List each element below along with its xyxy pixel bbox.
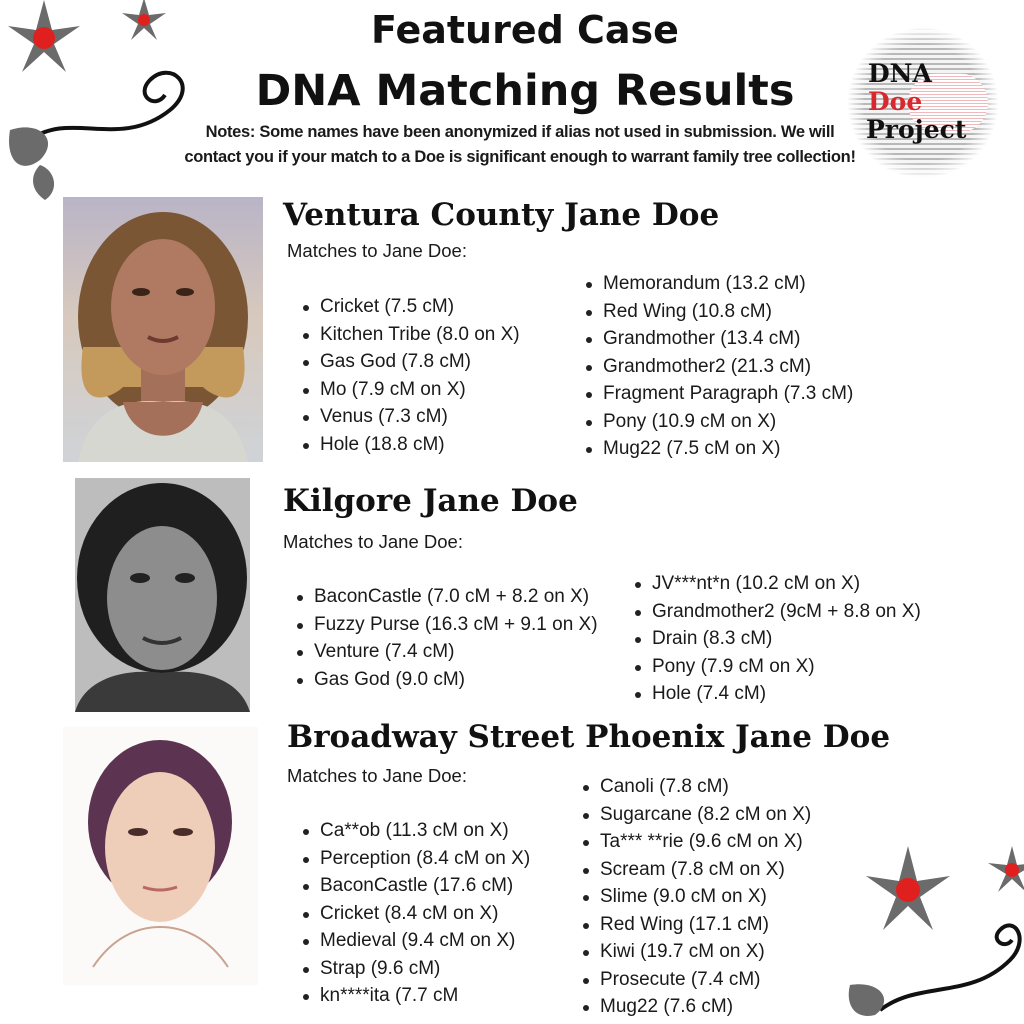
- match-item: Cricket (7.5 cM): [303, 293, 520, 321]
- match-item: JV***nt*n (10.2 cM on X): [635, 570, 921, 598]
- match-item: Hole (18.8 cM): [303, 431, 520, 459]
- flower-decoration-top-left: [8, 0, 185, 200]
- match-list-left: Ca**ob (11.3 cM on X) Perception (8.4 cM …: [303, 817, 530, 1010]
- match-item: Mug22 (7.6 cM): [583, 993, 811, 1021]
- case-heading-kilgore: Kilgore Jane Doe: [283, 483, 578, 519]
- notes-text: Notes: Some names have been anonymized i…: [184, 123, 856, 166]
- case-heading-broadway-street-phoenix: Broadway Street Phoenix Jane Doe: [287, 719, 891, 755]
- match-item: Fuzzy Purse (16.3 cM + 9.1 on X): [297, 611, 598, 639]
- match-item: Sugarcane (8.2 cM on X): [583, 801, 811, 829]
- page-title: Featured Case: [371, 8, 679, 52]
- match-item: Ca**ob (11.3 cM on X): [303, 817, 530, 845]
- matches-label: Matches to Jane Doe:: [287, 240, 467, 261]
- match-item: BaconCastle (7.0 cM + 8.2 on X): [297, 583, 598, 611]
- match-item: Fragment Paragraph (7.3 cM): [586, 380, 853, 408]
- match-item: Scream (7.8 cM on X): [583, 856, 811, 884]
- matches-label: Matches to Jane Doe:: [283, 531, 463, 552]
- logo-text-project: Project: [866, 115, 967, 144]
- match-list-right: Canoli (7.8 cM) Sugarcane (8.2 cM on X) Ta…: [583, 773, 811, 1021]
- match-item: Red Wing (10.8 cM): [586, 298, 853, 326]
- match-item: Grandmother (13.4 cM): [586, 325, 853, 353]
- match-item: Venus (7.3 cM): [303, 403, 520, 431]
- match-item: Strap (9.6 cM): [303, 955, 530, 983]
- match-item: kn****ita (7.7 cM: [303, 982, 530, 1010]
- logo-text-dna: DNA: [868, 59, 932, 88]
- matches-label: Matches to Jane Doe:: [287, 765, 467, 786]
- match-item: Pony (10.9 cM on X): [586, 408, 853, 436]
- flower-decoration-bottom-right: [848, 846, 1024, 1016]
- match-list-right: JV***nt*n (10.2 cM on X) Grandmother2 (9c…: [635, 570, 921, 708]
- match-item: Kitchen Tribe (8.0 on X): [303, 321, 520, 349]
- match-item: Hole (7.4 cM): [635, 680, 921, 708]
- match-item: Prosecute (7.4 cM): [583, 966, 811, 994]
- match-item: Venture (7.4 cM): [297, 638, 598, 666]
- match-list-left: BaconCastle (7.0 cM + 8.2 on X) Fuzzy Pur…: [297, 583, 598, 693]
- broadway-street-phoenix-jane-doe-portrait: [63, 727, 258, 985]
- match-item: BaconCastle (17.6 cM): [303, 872, 530, 900]
- page-subtitle: DNA Matching Results: [255, 66, 795, 116]
- case-heading-ventura-county: Ventura County Jane Doe: [283, 197, 720, 233]
- match-item: Mo (7.9 cM on X): [303, 376, 520, 404]
- kilgore-jane-doe-portrait: [75, 478, 250, 712]
- match-item: Slime (9.0 cM on X): [583, 883, 811, 911]
- match-item: Pony (7.9 cM on X): [635, 653, 921, 681]
- match-item: Red Wing (17.1 cM): [583, 911, 811, 939]
- match-item: Drain (8.3 cM): [635, 625, 921, 653]
- match-item: Grandmother2 (9cM + 8.8 on X): [635, 598, 921, 626]
- match-list-left: Cricket (7.5 cM) Kitchen Tribe (8.0 on X)…: [303, 293, 520, 458]
- dna-doe-project-logo: DNA Doe Project: [848, 28, 998, 178]
- logo-dna-texture: [908, 73, 988, 133]
- match-item: Perception (8.4 cM on X): [303, 845, 530, 873]
- match-item: Grandmother2 (21.3 cM): [586, 353, 853, 381]
- match-item: Canoli (7.8 cM): [583, 773, 811, 801]
- logo-text-doe: Doe: [868, 87, 923, 116]
- ventura-county-jane-doe-portrait: [63, 197, 263, 462]
- match-item: Memorandum (13.2 cM): [586, 270, 853, 298]
- match-item: Kiwi (19.7 cM on X): [583, 938, 811, 966]
- match-item: Gas God (9.0 cM): [297, 666, 598, 694]
- match-item: Ta*** **rie (9.6 cM on X): [583, 828, 811, 856]
- match-item: Medieval (9.4 cM on X): [303, 927, 530, 955]
- match-item: Cricket (8.4 cM on X): [303, 900, 530, 928]
- match-item: Mug22 (7.5 cM on X): [586, 435, 853, 463]
- match-list-right: Memorandum (13.2 cM) Red Wing (10.8 cM) Gr…: [586, 270, 853, 463]
- match-item: Gas God (7.8 cM): [303, 348, 520, 376]
